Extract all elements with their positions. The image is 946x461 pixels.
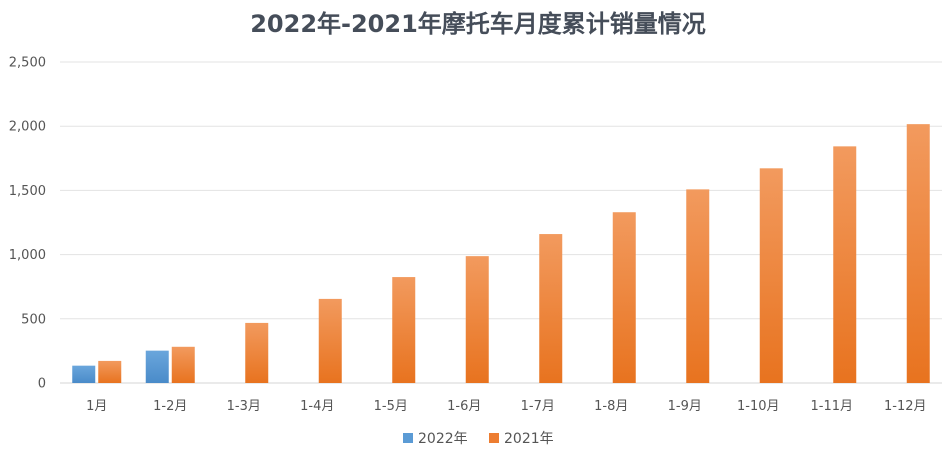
bar-2021-3 [245,322,269,383]
y-axis-ticks: 0 500 1,000 1,500 2,000 2,500 [9,56,46,392]
bar-2021-4 [318,298,342,383]
bar-2021-5 [392,277,416,383]
x-tick-label: 1-2月 [153,399,187,414]
bar-2021-1 [98,360,122,383]
x-tick-label: 1-8月 [594,399,628,414]
x-tick-label: 1-6月 [447,399,481,414]
x-tick-label: 1-9月 [668,399,702,414]
bar-2021-6 [465,256,489,383]
x-tick-label: 1-12月 [884,399,927,414]
x-tick-label: 1月 [86,399,107,414]
y-tick-label: 1,000 [9,248,46,263]
y-tick-label: 0 [38,377,46,392]
x-tick-label: 1-11月 [810,399,853,414]
x-tick-label: 1-5月 [374,399,408,414]
bars [72,124,930,383]
y-tick-label: 2,000 [9,120,46,135]
legend-label-2022: 2022年 [418,431,468,447]
bar-2021-9 [686,189,710,383]
gridlines [60,61,942,384]
legend-label-2021: 2021年 [504,431,554,447]
x-tick-label: 1-7月 [521,399,555,414]
bar-2021-11 [833,146,857,383]
bar-2021-8 [612,212,636,383]
legend-swatch-2021 [489,433,499,443]
bar-2021-2 [171,346,195,383]
legend: 2022年 2021年 [403,431,554,447]
bar-2021-12 [906,124,930,383]
bar-2022-1 [72,365,96,383]
y-tick-label: 2,500 [9,56,46,71]
legend-swatch-2022 [403,433,413,443]
y-tick-label: 1,500 [9,184,46,199]
chart-title: 2022年-2021年摩托车月度累计销量情况 [250,10,706,38]
bar-2021-10 [759,168,783,383]
bar-2022-2 [145,350,169,383]
x-tick-label: 1-3月 [227,399,261,414]
x-tick-label: 1-10月 [737,399,780,414]
bar-2021-7 [539,234,563,383]
x-tick-label: 1-4月 [300,399,334,414]
y-tick-label: 500 [21,312,46,327]
x-axis-ticks: 1月 1-2月 1-3月 1-4月 1-5月 1-6月 1-7月 1-8月 1-9月 1-10月 1… [86,399,926,414]
